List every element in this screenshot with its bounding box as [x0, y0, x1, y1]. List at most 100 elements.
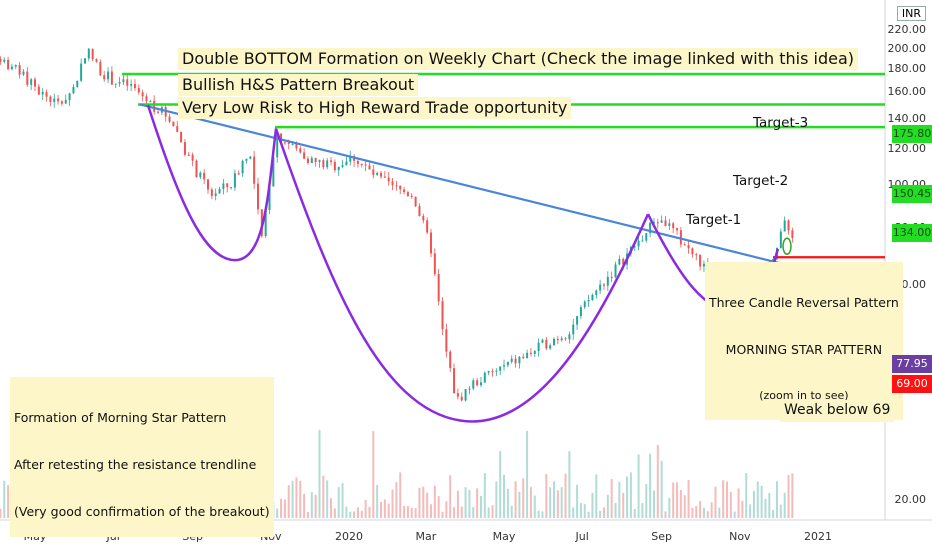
candle-body: [210, 189, 213, 196]
candle-body: [660, 220, 663, 223]
candle-body: [568, 334, 571, 340]
candle-body: [380, 172, 383, 177]
volume-bar: [356, 507, 359, 518]
candle-body: [695, 254, 698, 256]
morning-star-line-3: (Very good confirmation of the breakout): [14, 504, 270, 519]
candle-body: [664, 220, 667, 226]
volume-bar: [772, 509, 775, 518]
volume-bar: [287, 485, 290, 518]
candle-body: [130, 84, 133, 86]
candle-body: [118, 82, 121, 84]
volume-bar: [718, 507, 721, 518]
candle-body: [249, 156, 252, 159]
volume-bar: [510, 505, 513, 518]
candle-body: [649, 222, 652, 234]
volume-bar: [406, 506, 409, 518]
volume-bar: [445, 501, 448, 518]
candle-body: [633, 246, 636, 248]
candle-body: [214, 193, 217, 196]
volume-bar: [741, 500, 744, 518]
candle-body: [537, 342, 540, 351]
candle-body: [506, 361, 509, 366]
candle-body: [49, 96, 52, 102]
candle-body: [464, 389, 467, 401]
candle-body: [476, 380, 479, 386]
volume-bar: [752, 490, 755, 518]
volume-bar: [441, 511, 444, 518]
current-price-badge: 77.95: [892, 355, 932, 373]
candle-body: [95, 59, 98, 62]
candle-body: [233, 173, 236, 188]
candle-body: [395, 185, 398, 187]
volume-bar: [299, 480, 302, 518]
candle-body: [456, 393, 459, 397]
candle-body: [437, 274, 440, 302]
candle-body: [526, 352, 529, 359]
candle-body: [468, 388, 471, 390]
candle-body: [549, 345, 552, 349]
candle-body: [341, 165, 344, 167]
candle-body: [779, 231, 782, 248]
head-cup-curve: [274, 128, 650, 423]
volume-bar: [783, 492, 786, 518]
volume-bar: [414, 508, 417, 518]
candle-body: [103, 75, 106, 80]
candle-body: [26, 71, 29, 85]
candle-body: [253, 156, 256, 184]
candle-body: [587, 299, 590, 302]
volume-bar: [760, 486, 763, 518]
candle-body: [364, 164, 367, 166]
volume-bar: [303, 493, 306, 518]
candle-body: [3, 59, 6, 62]
y-tick-label: 160.00: [887, 85, 927, 99]
volume-bar: [522, 478, 525, 518]
candle-body: [310, 157, 313, 163]
candle-body: [68, 93, 71, 101]
candle-body: [10, 66, 13, 70]
candle-body: [510, 358, 513, 362]
candle-body: [483, 372, 486, 383]
candle-body: [345, 161, 348, 166]
x-tick-label: Mar: [415, 530, 437, 543]
reversal-line-3: (zoom in to see): [759, 389, 849, 402]
candle-body: [87, 48, 90, 59]
candle-body: [383, 176, 386, 178]
volume-bar: [768, 493, 771, 518]
reversal-line-2: MORNING STAR PATTERN: [725, 342, 883, 358]
volume-bar: [337, 487, 340, 518]
y-tick-label: 140.00: [887, 111, 927, 125]
volume-bar: [641, 503, 644, 518]
volume-bar: [395, 482, 398, 518]
candle-body: [553, 338, 556, 346]
candle-body: [303, 152, 306, 159]
volume-bar: [426, 492, 429, 518]
volume-bar: [280, 498, 283, 518]
volume-bar: [691, 507, 694, 518]
candle-body: [518, 356, 521, 364]
volume-bar: [472, 507, 475, 518]
candle-body: [45, 91, 48, 97]
candle-body: [30, 79, 33, 85]
candle-body: [576, 316, 579, 325]
candle-body: [337, 166, 340, 171]
candle-body: [37, 86, 40, 95]
candle-body: [791, 230, 794, 238]
title-note-line-3: Very Low Risk to High Reward Trade oppor…: [178, 97, 572, 119]
volume-bar: [529, 487, 532, 518]
candle-body: [479, 382, 482, 386]
candle-body: [241, 160, 244, 174]
candle-body: [368, 165, 371, 170]
candle-body: [218, 188, 221, 194]
candle-body: [668, 223, 671, 226]
volume-bar: [483, 473, 486, 518]
volume-bar: [683, 495, 686, 518]
volume-bar: [545, 473, 548, 518]
candle-body: [583, 301, 586, 308]
volume-bar: [318, 430, 321, 518]
candle-body: [595, 290, 598, 295]
volume-bar: [429, 504, 432, 518]
candle-body: [783, 220, 786, 232]
left-shoulder-curve: [146, 104, 278, 262]
candle-body: [645, 233, 648, 241]
candle-body: [429, 232, 432, 254]
